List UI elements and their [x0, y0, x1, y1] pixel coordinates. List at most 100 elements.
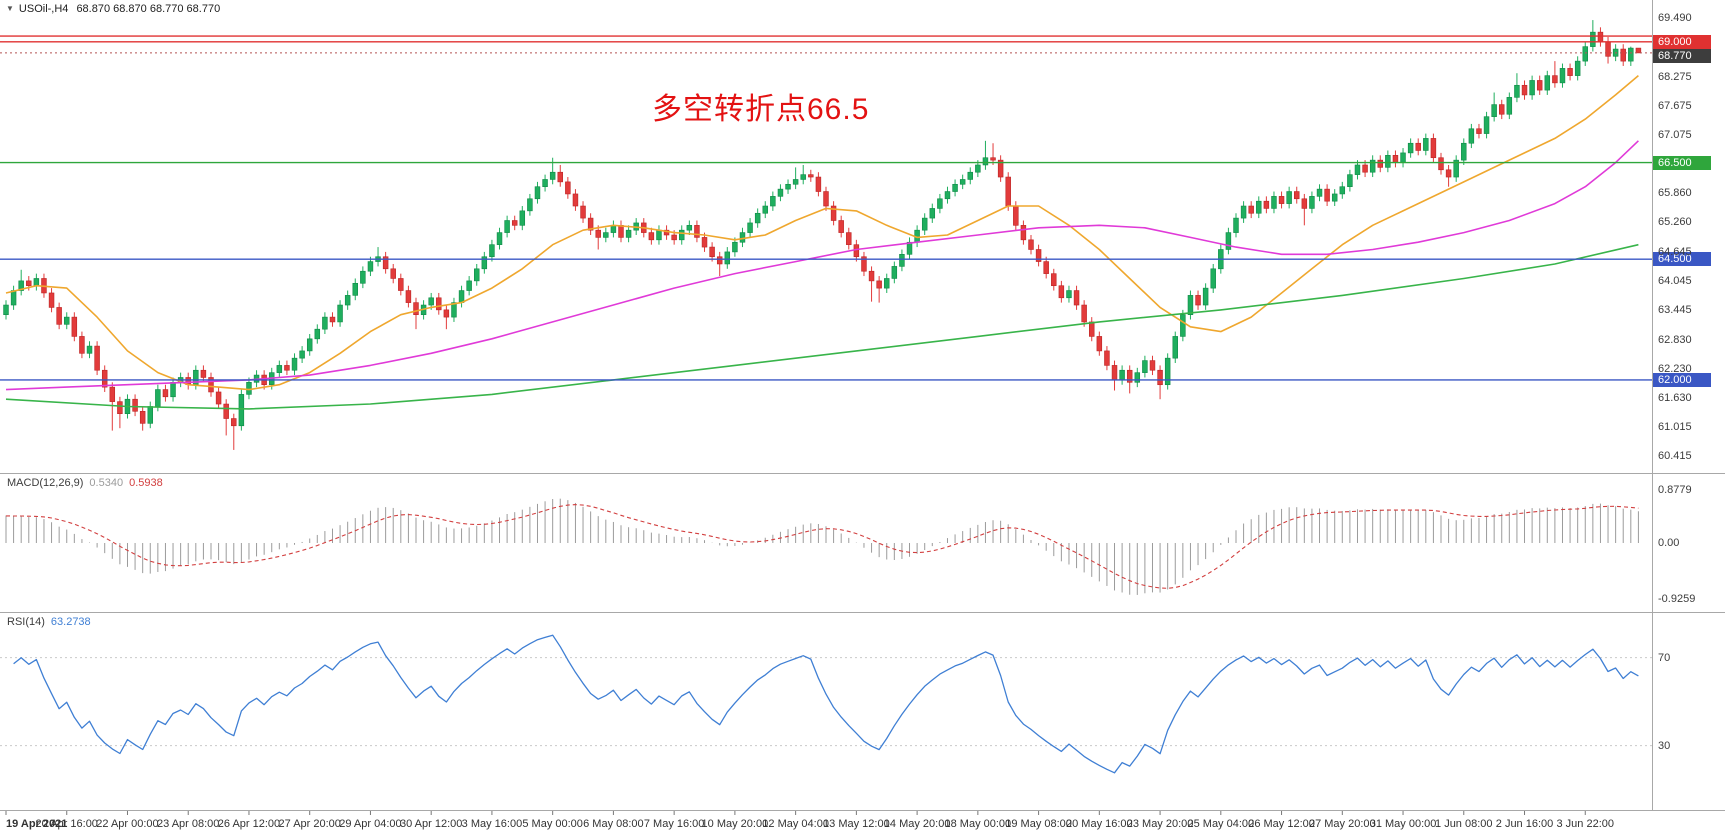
price-tick-label: 63.445 — [1658, 304, 1692, 317]
candle-down — [587, 217, 594, 231]
price-tick-label: 60.415 — [1658, 450, 1692, 463]
time-axis-label: 14 May 20:00 — [883, 818, 951, 830]
candle-down — [701, 237, 708, 248]
candle-up — [1316, 188, 1323, 197]
main-chart-panel[interactable] — [0, 0, 1652, 472]
candle-up — [1628, 47, 1634, 62]
candle-down — [405, 290, 412, 303]
candle-down — [231, 418, 237, 427]
candle-down — [132, 398, 138, 412]
candle-down — [1278, 196, 1285, 204]
candle-down — [1324, 188, 1330, 202]
time-axis-label: 27 May 20:00 — [1308, 818, 1376, 830]
candle-down — [1620, 48, 1626, 62]
candle-down — [1073, 290, 1080, 306]
time-axis-label: 29 Apr 04:00 — [339, 818, 402, 830]
level-price-badge: 69.000 — [1653, 34, 1711, 49]
candle-up — [1590, 31, 1596, 47]
candle-down — [1051, 273, 1057, 287]
candle-down — [79, 336, 85, 354]
candle-down — [1043, 261, 1049, 274]
candle-down — [716, 256, 723, 265]
candle-up — [451, 302, 457, 318]
candle-up — [534, 186, 541, 200]
candle-up — [527, 198, 533, 212]
candle-down — [436, 297, 442, 311]
candle-up — [291, 357, 298, 371]
time-axis-label: 20 May 16:00 — [1066, 818, 1133, 830]
candle-up — [489, 244, 495, 258]
price-tick-label: 62.230 — [1658, 362, 1692, 375]
candle-up — [1210, 268, 1216, 289]
candle-down — [990, 157, 996, 161]
candle-down — [838, 220, 844, 233]
candle-up — [322, 316, 328, 330]
candle-up — [1582, 46, 1588, 62]
price-axis[interactable]: 69.000 66.500 64.500 62.000 68.770 69.490 68.2… — [1653, 0, 1725, 810]
rsi-panel[interactable] — [0, 613, 1652, 809]
candle-up — [944, 191, 951, 200]
candle-down — [398, 278, 404, 291]
candle-down — [823, 191, 829, 207]
candle-down — [557, 171, 563, 183]
candle-up — [686, 225, 693, 231]
candle-up — [732, 241, 738, 253]
candle-down — [215, 391, 222, 405]
candle-down — [56, 307, 62, 325]
candle-down — [830, 205, 837, 221]
candle-down — [861, 256, 867, 272]
time-axis-label: 7 May 16:00 — [643, 818, 705, 830]
candle-up — [1225, 232, 1232, 250]
candle-down — [139, 410, 146, 424]
candle-up — [1202, 287, 1209, 306]
candle-up — [1286, 191, 1292, 204]
macd-signal-line — [5, 504, 1639, 589]
candle-down — [709, 246, 715, 258]
macd-panel[interactable] — [0, 474, 1652, 610]
candle-up — [747, 222, 753, 233]
candle-down — [1096, 336, 1103, 352]
candle-up — [306, 338, 313, 352]
macd-axis-label: 0.8779 — [1658, 484, 1692, 497]
candle-down — [1362, 164, 1368, 173]
candle-down — [1035, 249, 1042, 262]
time-axis-label: 2 Jun 16:00 — [1495, 818, 1554, 830]
candle-down — [868, 270, 875, 282]
candle-up — [1354, 164, 1361, 175]
candle-down — [997, 159, 1004, 178]
candle-up — [496, 232, 503, 245]
candle-down — [382, 256, 389, 270]
time-axis-label: 23 Apr 08:00 — [157, 818, 220, 830]
candle-up — [519, 210, 526, 226]
candle-up — [3, 304, 9, 315]
candle-up — [754, 212, 761, 224]
candle-down — [1552, 75, 1558, 84]
price-tick-label: 64.645 — [1658, 246, 1692, 259]
candle-up — [785, 183, 791, 190]
time-axis-label: 26 May 12:00 — [1248, 818, 1315, 830]
candle-up — [549, 171, 556, 180]
candle-up — [891, 266, 898, 279]
candle-down — [1248, 205, 1254, 214]
candle-down — [1521, 84, 1528, 96]
time-axis[interactable]: 19 Apr 2021 20 Apr 16:00 22 Apr 00:00 23 Ap… — [0, 811, 1725, 840]
candle-down — [1126, 369, 1133, 383]
price-tick-label: 69.490 — [1658, 12, 1692, 25]
candle-down — [808, 174, 814, 178]
candle-up — [1142, 360, 1148, 373]
price-tick-label: 64.045 — [1658, 275, 1692, 288]
candle-down — [648, 232, 655, 241]
candle-up — [1491, 104, 1497, 117]
time-axis-label: 3 Jun 22:00 — [1556, 818, 1615, 830]
candle-down — [1058, 285, 1065, 299]
candle-up — [929, 208, 936, 219]
time-axis-label: 30 Apr 12:00 — [399, 818, 463, 830]
candle-down — [694, 225, 700, 238]
candle-down — [846, 232, 852, 245]
candle-up — [1339, 186, 1346, 195]
candle-up — [937, 198, 943, 209]
ma-mid-line — [5, 140, 1639, 391]
candle-up — [238, 394, 245, 427]
candle-down — [1263, 200, 1270, 209]
